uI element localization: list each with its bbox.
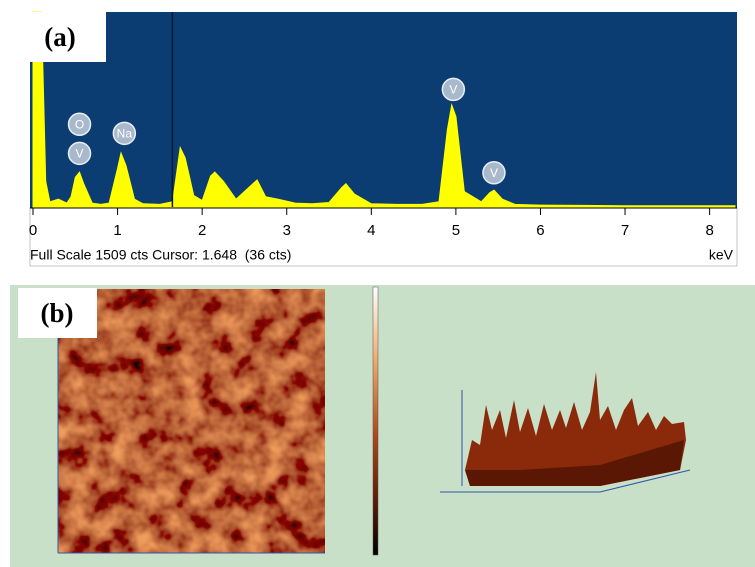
peak-label: V [490,166,498,180]
panel-label: (b) [41,298,74,328]
peak-marker [67,112,92,137]
plot-background [30,12,737,208]
footer: Full Scale 1509 cts Cursor: 1.648 (36 ct… [30,247,291,263]
x-tick-label: 0 [29,222,37,239]
peak-marker [67,141,92,166]
afm-2d-image [58,289,325,553]
x-tick-label: 7 [621,222,629,239]
eds-spectrum: 0 1 2 3 4 5 6 7 8 keV Full Scale 1509 cts Cursor: … [29,11,738,267]
peak-marker [112,121,137,146]
x-tick-label: 3 [283,222,291,239]
label-box [18,288,97,338]
spectrum [32,11,736,208]
peak-label: O [75,117,84,131]
peak-label: V [449,83,457,97]
axis-strip [29,207,738,267]
x-tick-label: 2 [198,222,206,239]
peak-marker [482,161,506,185]
colorbar [372,286,379,556]
x-axis-label: keV [709,247,734,263]
x-tick-label: 8 [705,222,713,239]
peak-marker [441,77,466,102]
x-tick-label: 4 [367,222,375,239]
label-box [14,12,106,62]
panel-label: (a) [44,22,75,52]
x-tick-label: 1 [113,222,121,239]
afm-3d-surface [440,372,691,493]
x-tick-label: 6 [536,222,544,239]
x-tick-label: 5 [452,222,460,239]
peak-label: Na [117,127,133,141]
peak-label: V [76,147,84,161]
